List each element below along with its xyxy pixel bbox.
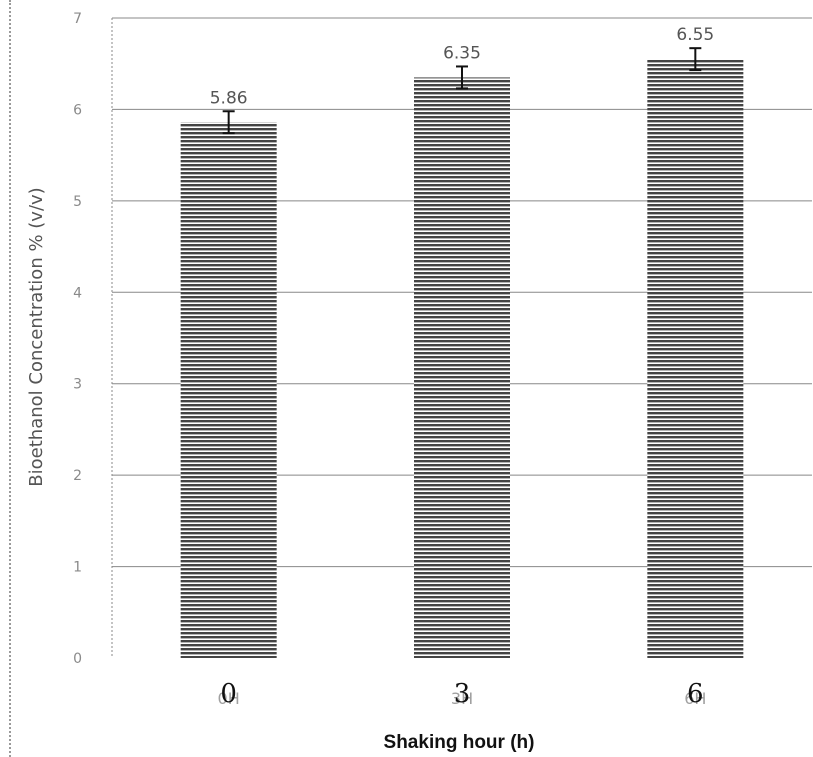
y-tick-label: 0 bbox=[73, 651, 82, 667]
data-label: 5.86 bbox=[210, 88, 248, 108]
bars bbox=[180, 59, 744, 658]
y-tick-labels: 0 1 2 3 4 5 6 7 bbox=[73, 11, 82, 667]
error-bars bbox=[222, 47, 702, 135]
x-axis-title: Shaking hour (h) bbox=[384, 732, 535, 753]
y-tick-label: 7 bbox=[73, 11, 82, 27]
bar-6H bbox=[647, 59, 744, 658]
y-axis-title: Bioethanol Concentration % (v/v) bbox=[26, 187, 47, 486]
x-tick-label: 6H bbox=[684, 689, 706, 708]
y-tick-label: 4 bbox=[73, 285, 82, 301]
data-label: 6.35 bbox=[443, 43, 481, 63]
x-tick-overlay-label: 0 bbox=[220, 679, 237, 709]
data-labels: 5.86 6.35 6.55 bbox=[210, 25, 715, 108]
y-tick-label: 2 bbox=[73, 468, 82, 484]
y-tick-label: 3 bbox=[73, 377, 82, 393]
x-tick-overlay-label: 6 bbox=[687, 679, 704, 709]
x-tick-label: 3H bbox=[451, 689, 473, 708]
y-tick-label: 6 bbox=[73, 102, 82, 118]
x-tick-overlay-label: 3 bbox=[454, 679, 471, 709]
bar-0H bbox=[180, 122, 277, 658]
x-tick-label: 0H bbox=[218, 689, 240, 708]
left-dotted-border bbox=[9, 0, 11, 757]
y-tick-label: 1 bbox=[73, 560, 82, 576]
bar-3H bbox=[414, 77, 510, 658]
x-category-labels: 0H0 3H3 6H6 bbox=[218, 679, 707, 709]
data-label: 6.55 bbox=[676, 25, 714, 45]
y-tick-label: 5 bbox=[73, 194, 82, 210]
